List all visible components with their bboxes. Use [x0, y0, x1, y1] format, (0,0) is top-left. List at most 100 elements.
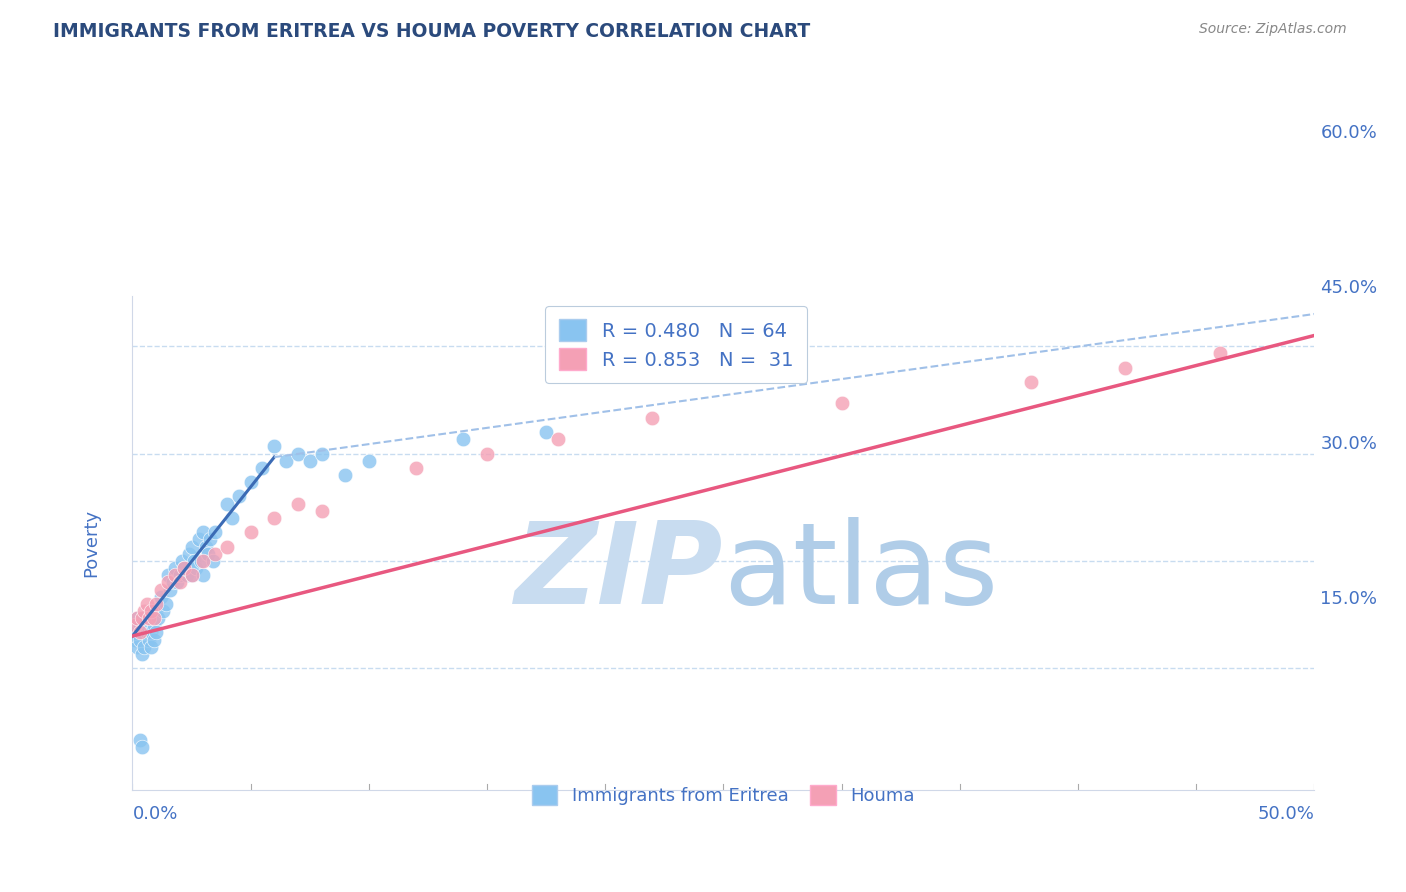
- Text: Poverty: Poverty: [82, 509, 100, 577]
- Point: [141, 625, 163, 640]
- Point: [134, 640, 156, 654]
- Point: [124, 618, 146, 632]
- Point: [228, 490, 250, 504]
- Point: [145, 604, 167, 618]
- Point: [263, 439, 285, 453]
- Point: [135, 625, 157, 640]
- Point: [159, 582, 181, 597]
- Point: [172, 554, 194, 568]
- Point: [475, 446, 498, 460]
- Point: [127, 640, 149, 654]
- Point: [124, 632, 146, 647]
- Point: [186, 561, 208, 575]
- Point: [239, 525, 262, 540]
- Point: [127, 611, 149, 625]
- Point: [215, 497, 238, 511]
- Point: [141, 604, 163, 618]
- Point: [155, 597, 177, 611]
- Point: [149, 582, 172, 597]
- Point: [183, 554, 205, 568]
- Point: [405, 461, 427, 475]
- Point: [173, 561, 195, 575]
- Point: [163, 561, 186, 575]
- Point: [128, 732, 150, 747]
- Point: [169, 575, 191, 590]
- Point: [131, 611, 153, 625]
- Point: [145, 597, 167, 611]
- Point: [180, 540, 202, 554]
- Point: [193, 568, 215, 582]
- Point: [193, 525, 215, 540]
- Point: [180, 568, 202, 582]
- Point: [148, 611, 170, 625]
- Text: IMMIGRANTS FROM ERITREA VS HOUMA POVERTY CORRELATION CHART: IMMIGRANTS FROM ERITREA VS HOUMA POVERTY…: [53, 22, 811, 41]
- Point: [128, 632, 150, 647]
- Point: [138, 611, 160, 625]
- Text: atlas: atlas: [724, 517, 998, 628]
- Point: [274, 453, 297, 467]
- Point: [124, 625, 146, 640]
- Point: [152, 604, 174, 618]
- Legend: Immigrants from Eritrea, Houma: Immigrants from Eritrea, Houma: [520, 772, 927, 818]
- Point: [176, 568, 198, 582]
- Point: [134, 611, 156, 625]
- Point: [142, 618, 165, 632]
- Point: [641, 410, 664, 425]
- Point: [239, 475, 262, 490]
- Point: [831, 396, 853, 410]
- Text: 60.0%: 60.0%: [1320, 123, 1376, 142]
- Point: [128, 625, 150, 640]
- Point: [121, 618, 143, 632]
- Text: Source: ZipAtlas.com: Source: ZipAtlas.com: [1199, 22, 1347, 37]
- Point: [138, 611, 160, 625]
- Point: [173, 561, 195, 575]
- Point: [135, 597, 157, 611]
- Point: [141, 640, 163, 654]
- Text: 30.0%: 30.0%: [1320, 434, 1376, 453]
- Point: [335, 468, 357, 483]
- Point: [357, 453, 380, 467]
- Point: [298, 453, 321, 467]
- Point: [135, 618, 157, 632]
- Point: [169, 568, 191, 582]
- Point: [1114, 360, 1136, 375]
- Point: [180, 568, 202, 582]
- Point: [197, 547, 219, 561]
- Point: [149, 590, 172, 604]
- Point: [193, 554, 215, 568]
- Point: [1209, 346, 1232, 360]
- Point: [179, 547, 201, 561]
- Point: [204, 547, 226, 561]
- Point: [187, 533, 209, 547]
- Point: [1019, 375, 1042, 389]
- Text: 0.0%: 0.0%: [132, 805, 177, 822]
- Point: [131, 739, 153, 754]
- Point: [311, 504, 333, 518]
- Point: [156, 568, 179, 582]
- Point: [453, 432, 475, 446]
- Point: [190, 554, 212, 568]
- Point: [252, 461, 274, 475]
- Text: 50.0%: 50.0%: [1257, 805, 1315, 822]
- Point: [263, 511, 285, 525]
- Point: [215, 540, 238, 554]
- Point: [145, 625, 167, 640]
- Text: 15.0%: 15.0%: [1320, 591, 1378, 608]
- Point: [534, 425, 557, 439]
- Point: [156, 575, 179, 590]
- Point: [287, 497, 309, 511]
- Point: [134, 604, 156, 618]
- Point: [131, 647, 153, 661]
- Point: [201, 554, 224, 568]
- Point: [221, 511, 243, 525]
- Point: [311, 446, 333, 460]
- Point: [138, 632, 160, 647]
- Point: [162, 575, 184, 590]
- Point: [166, 575, 188, 590]
- Point: [547, 432, 569, 446]
- Point: [142, 611, 165, 625]
- Point: [131, 625, 153, 640]
- Point: [194, 540, 217, 554]
- Point: [128, 618, 150, 632]
- Point: [200, 533, 222, 547]
